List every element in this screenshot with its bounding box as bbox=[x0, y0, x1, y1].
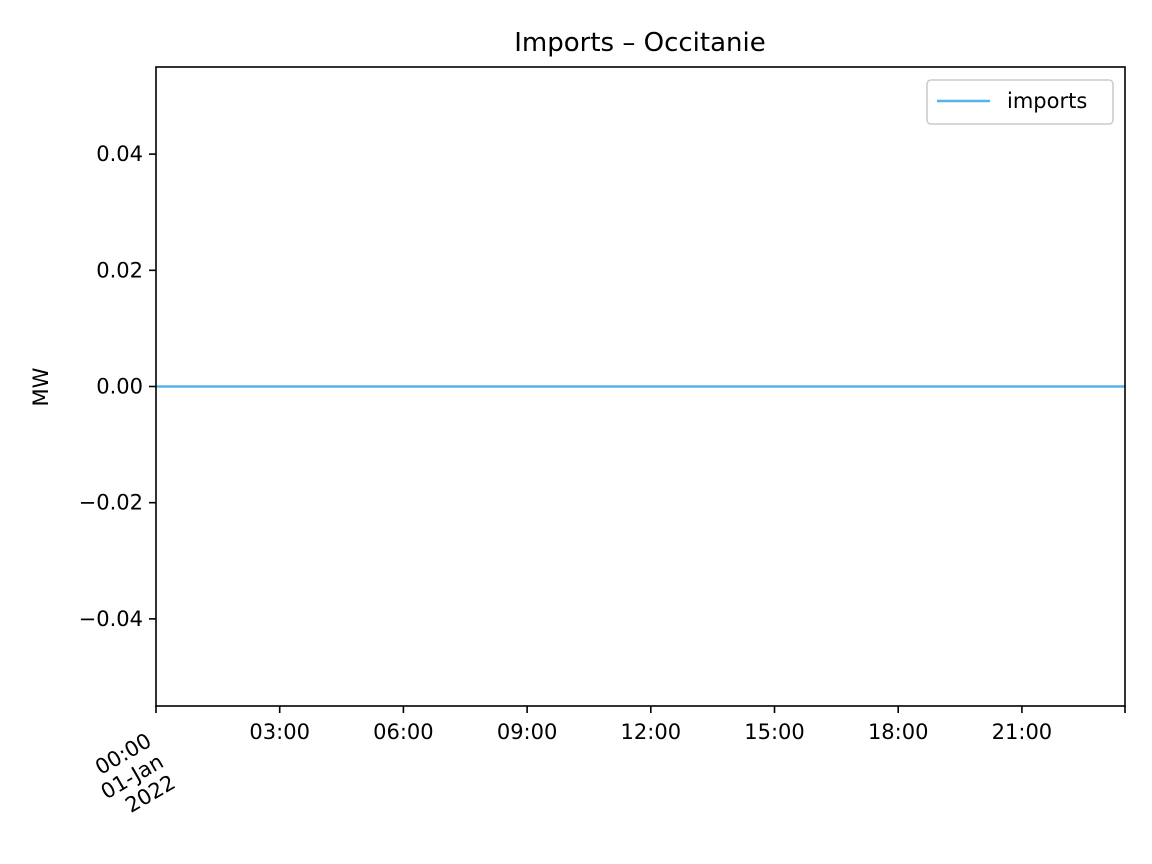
x-tick-label: 15:00 bbox=[744, 720, 805, 744]
legend-frame bbox=[926, 79, 1114, 125]
x-axis-ticks: 00:0001-Jan2022 03:00 06:00 09:00 12:00 15:00… bbox=[85, 706, 1126, 825]
x-tick-label: 03:00 bbox=[249, 720, 310, 744]
legend-label-imports: imports bbox=[1007, 89, 1087, 113]
legend: imports bbox=[926, 79, 1114, 125]
y-tick-label: 0.04 bbox=[96, 142, 143, 166]
y-tick-label: 0.00 bbox=[96, 375, 143, 399]
x-tick-label: 09:00 bbox=[497, 720, 558, 744]
x-tick-label: 06:00 bbox=[373, 720, 434, 744]
x-tick-label: 00:0001-Jan2022 bbox=[85, 729, 180, 825]
x-tick-label: 21:00 bbox=[992, 720, 1053, 744]
y-axis-label: MW bbox=[29, 367, 53, 406]
y-axis-ticks: 0.04 0.02 0.00 −0.02 −0.04 bbox=[79, 142, 156, 631]
y-tick-label: 0.02 bbox=[96, 258, 143, 282]
plot-area bbox=[155, 66, 1126, 707]
y-tick-label: −0.04 bbox=[79, 607, 143, 631]
chart-title: Imports – Occitanie bbox=[514, 28, 765, 58]
y-tick-label: −0.02 bbox=[79, 491, 143, 515]
x-tick-label: 12:00 bbox=[621, 720, 682, 744]
x-tick-label: 18:00 bbox=[868, 720, 929, 744]
